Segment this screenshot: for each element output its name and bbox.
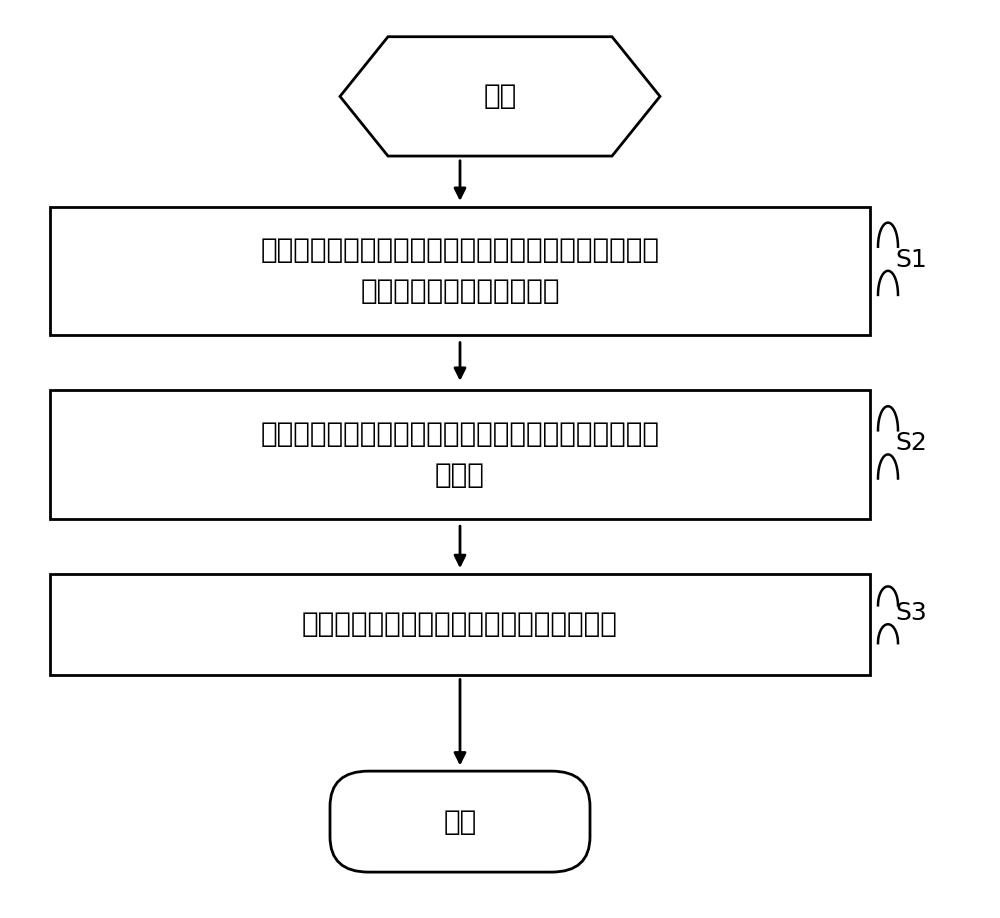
Text: 对获取的多个相关信号中的每一个都进行频段划分及降
维处理以获得多个频段信号: 对获取的多个相关信号中的每一个都进行频段划分及降 维处理以获得多个频段信号 <box>260 236 660 306</box>
Text: S3: S3 <box>895 601 927 625</box>
FancyBboxPatch shape <box>330 771 590 872</box>
Text: S1: S1 <box>895 248 927 272</box>
Bar <box>50 574 870 675</box>
Text: S2: S2 <box>895 431 927 455</box>
Bar <box>50 390 870 519</box>
Text: 开始: 开始 <box>483 83 517 110</box>
Text: 基于聚类算法对所述多个频段信号进行聚类以获得多个
聚类簇: 基于聚类算法对所述多个频段信号进行聚类以获得多个 聚类簇 <box>260 420 660 489</box>
Bar <box>50 207 870 335</box>
Polygon shape <box>340 37 660 156</box>
Text: 结束: 结束 <box>443 808 477 835</box>
Text: 对每一聚类簇进行特征分析以获得呼吸信号: 对每一聚类簇进行特征分析以获得呼吸信号 <box>302 610 618 638</box>
